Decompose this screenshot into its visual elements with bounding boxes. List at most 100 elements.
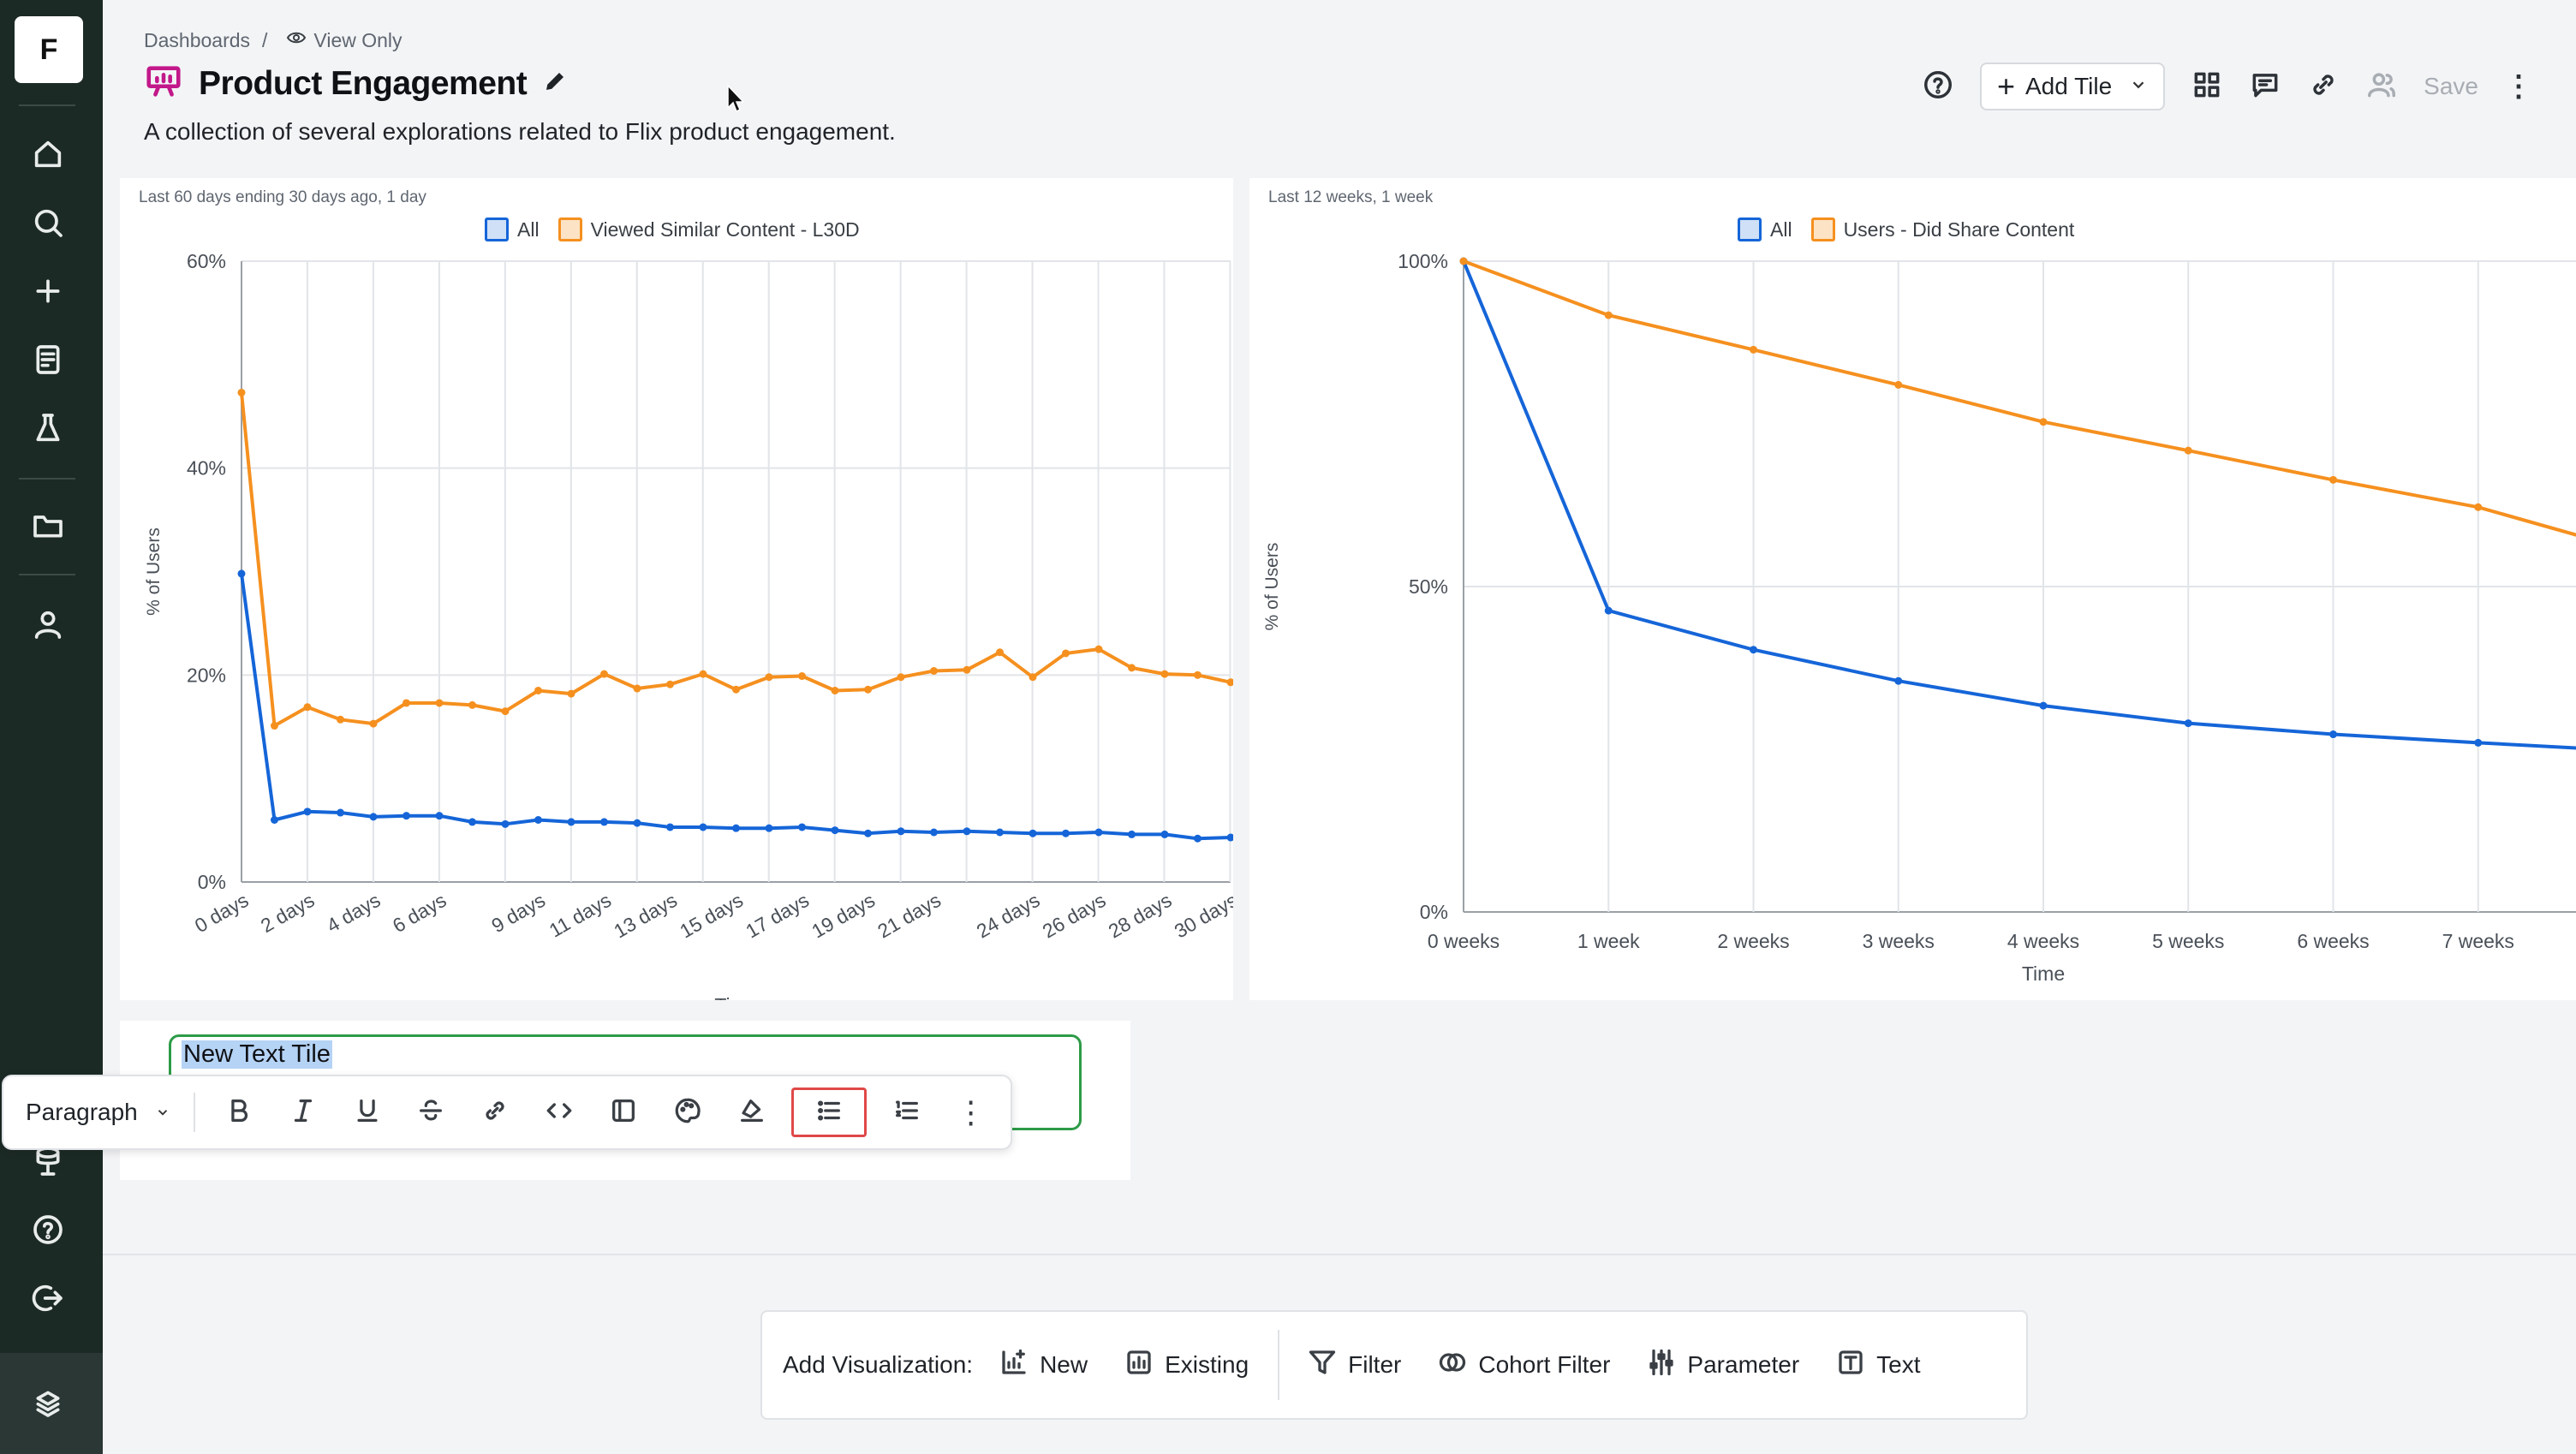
data-point [1750,345,1757,354]
y-tick-label: 0% [1420,901,1448,923]
text-color-button[interactable] [663,1088,712,1137]
data-point [1062,829,1070,837]
bold-button[interactable] [214,1088,263,1137]
data-point [864,829,872,837]
legend-swatch [1810,218,1835,241]
chart-subtitle: Last 60 days ending 30 days ago, 1 day [139,188,426,206]
italic-icon [289,1096,318,1129]
more-options-icon[interactable]: ⋮ [2504,70,2533,103]
chart-legend: All Viewed Similar Content - L30D [485,218,860,241]
notes-icon[interactable] [26,337,70,382]
data-point [271,816,278,824]
add-visualization-label: Add Visualization: [783,1351,974,1378]
y-tick-label: 60% [187,250,226,272]
legend-item-all[interactable]: All [485,218,540,241]
new-chart-icon [999,1347,1029,1384]
link-button[interactable] [471,1088,520,1137]
underline-button[interactable] [343,1088,391,1137]
sidebar-divider [19,478,75,480]
data-point [732,824,740,832]
block-type-select[interactable]: Paragraph [26,1099,173,1126]
add-visualization-bar: Add Visualization: New Existing Filter C… [760,1310,2028,1420]
legend-swatch [1738,218,1762,241]
legend-item-cohort[interactable]: Viewed Similar Content - L30D [558,218,860,241]
grid-layout-icon[interactable] [2191,69,2223,105]
save-button[interactable]: Save [2424,73,2478,99]
data-point [831,826,839,835]
brand-icon[interactable] [26,1380,70,1425]
pencil-icon[interactable] [542,69,568,98]
link-icon[interactable] [2307,69,2340,105]
add-text-label: Text [1876,1351,1921,1378]
y-axis-title: % of Users [1262,543,1282,631]
more-format-button[interactable]: ⋮ [946,1088,995,1137]
italic-button[interactable] [278,1088,327,1137]
flask-icon[interactable] [26,406,70,450]
user-icon[interactable] [26,602,70,647]
add-tile-button[interactable]: + Add Tile [1979,63,2166,110]
strikethrough-button[interactable] [407,1088,456,1137]
filter-icon [1307,1347,1338,1384]
help-icon[interactable] [26,1207,70,1252]
folder-icon[interactable] [26,504,70,548]
data-point [435,812,444,820]
chevron-down-icon [2129,73,2148,100]
numbered-list-button[interactable] [882,1088,931,1137]
add-text-button[interactable]: Text [1835,1347,1921,1384]
data-point [435,699,444,707]
sidebar-divider [19,574,75,575]
data-point [897,673,905,682]
help-circle-icon[interactable] [1922,69,1954,105]
numbered-list-icon [892,1096,921,1129]
block-type-label: Paragraph [26,1099,138,1125]
x-tick-label: 26 days [1039,889,1110,943]
data-point [798,672,806,681]
x-tick-label: 0 weeks [1428,930,1500,952]
data-point [1226,833,1233,842]
plus-icon[interactable] [26,269,70,313]
bullet-list-button[interactable] [791,1088,868,1137]
data-point [864,685,872,694]
page-description: A collection of several explorations rel… [144,118,896,145]
comment-icon[interactable] [2249,69,2281,105]
page-title: Product Engagement [199,64,528,102]
x-tick-label: 6 days [389,889,450,937]
sidebar: F [0,0,103,1454]
app-logo[interactable]: F [15,16,83,83]
code-block-button[interactable] [599,1088,648,1137]
y-tick-label: 50% [1409,575,1448,598]
logout-icon[interactable] [26,1276,70,1320]
add-filter-button[interactable]: Filter [1307,1347,1401,1384]
data-point [2474,738,2483,747]
data-point [1160,670,1169,678]
data-point [1062,649,1070,658]
sidebar-divider [19,104,75,106]
chart-subtitle: Last 12 weeks, 1 week [1268,188,1434,206]
breadcrumb-dashboards[interactable]: Dashboards [144,28,251,51]
palette-icon [673,1096,702,1129]
add-existing-button[interactable]: Existing [1124,1347,1249,1384]
chart-card-retention: Last 12 weeks, 1 week All Users - Did Sh… [1249,178,2576,1000]
data-point [633,819,641,827]
x-tick-label: 0 days [191,889,253,937]
add-cohort-filter-button[interactable]: Cohort Filter [1437,1347,1610,1384]
add-cohort-filter-label: Cohort Filter [1478,1351,1611,1378]
data-point [1894,380,1903,389]
series-line [1463,259,2576,537]
add-new-label: New [1040,1351,1088,1378]
legend-item-all[interactable]: All [1738,218,1792,241]
legend-item-cohort[interactable]: Users - Did Share Content [1810,218,2074,241]
add-filter-label: Filter [1348,1351,1402,1378]
presentation-icon [144,62,183,105]
data-point [2329,475,2337,484]
search-icon[interactable] [26,200,70,245]
home-icon[interactable] [26,132,70,176]
data-point [567,689,575,698]
add-parameter-button[interactable]: Parameter [1646,1347,1799,1384]
data-point [1604,311,1613,319]
eye-icon [286,27,307,53]
add-new-button[interactable]: New [999,1347,1088,1384]
code-button[interactable] [535,1088,584,1137]
highlight-button[interactable] [727,1088,776,1137]
text-tile-content[interactable]: New Text Tile [182,1040,332,1069]
